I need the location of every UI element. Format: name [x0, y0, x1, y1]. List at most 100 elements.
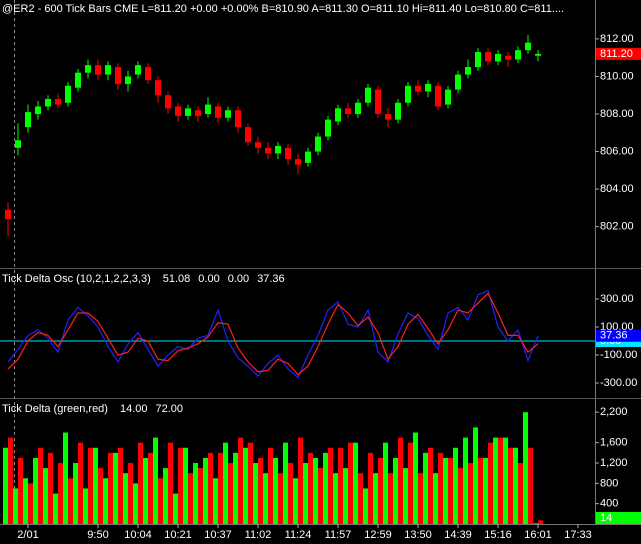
candle-body [405, 85, 411, 103]
y-tick-label: 1,200 [600, 457, 628, 469]
candle-body [365, 87, 371, 103]
volume-bar [423, 452, 428, 524]
volume-bar [268, 447, 273, 524]
volume-bar [518, 463, 523, 524]
volume-bar [498, 437, 503, 524]
candle-body [105, 65, 111, 75]
volume-bar [358, 473, 363, 524]
volume-bar [433, 473, 438, 524]
volume-bar [468, 463, 473, 524]
osc-line [7, 292, 539, 376]
volume-bar [178, 447, 183, 524]
volume-bar [153, 437, 158, 524]
volume-bar [223, 442, 228, 524]
candle-body [15, 140, 21, 148]
volume-bar [78, 442, 83, 524]
candle-body [305, 151, 311, 163]
volume-bar [418, 473, 423, 524]
volume-bar [313, 457, 318, 524]
volume-bar [23, 478, 28, 524]
volume-bar [188, 473, 193, 524]
panel-title: Tick Delta Osc (10,2,1,2,2,3,3) [2, 273, 151, 285]
candle-body [85, 65, 91, 73]
volume-bar [388, 473, 393, 524]
candle-body [255, 142, 261, 148]
volume-bar [13, 488, 18, 524]
volume-bar [378, 457, 383, 524]
candle-body [215, 106, 221, 118]
candle-body [195, 110, 201, 116]
candle-body [465, 67, 471, 75]
candle-body [415, 85, 421, 92]
volume-bar [383, 442, 388, 524]
volume-bar [58, 463, 63, 524]
volume-bar [373, 473, 378, 524]
x-tick-label: 9:50 [87, 529, 108, 541]
volume-bar [38, 447, 43, 524]
candle-body [335, 108, 341, 122]
y-tick-label: 804.00 [600, 183, 634, 195]
candle-body [175, 106, 181, 116]
volume-bar [503, 437, 508, 524]
volume-bar [448, 457, 453, 524]
volume-bar [238, 437, 243, 524]
x-tick-label: 11:02 [245, 529, 272, 541]
volume-bar [248, 442, 253, 524]
candle-body [295, 159, 301, 165]
volume-bar [133, 483, 138, 524]
volume-bar [318, 468, 323, 524]
volume-bar [348, 442, 353, 524]
y-tick-label: 400 [600, 498, 618, 510]
osc-line [7, 289, 539, 379]
x-tick-label: 12:59 [364, 529, 392, 541]
volume-bar [523, 412, 528, 524]
readout: 37.36 [257, 273, 285, 285]
volume-bar [283, 442, 288, 524]
y-tick-label: 808.00 [600, 108, 634, 120]
volume-bar [103, 478, 108, 524]
volume-bar [18, 457, 23, 524]
volume-bar [3, 447, 8, 524]
volume-bar [143, 457, 148, 524]
volume-bar [533, 523, 538, 524]
candle-body [535, 53, 541, 56]
volume-bar [413, 432, 418, 524]
candle-body [55, 98, 61, 105]
volume-bar [228, 463, 233, 524]
volume-bar [28, 483, 33, 524]
volume-bar [528, 447, 533, 524]
last-value-label: 37.36 [600, 330, 628, 342]
volume-bar [63, 432, 68, 524]
volume-bar [478, 457, 483, 524]
volume-bar [253, 463, 258, 524]
candle-body [145, 67, 151, 81]
volume-bar [393, 457, 398, 524]
candle-body [155, 80, 161, 96]
x-tick-label: 10:04 [124, 529, 152, 541]
volume-bar [158, 478, 163, 524]
candle-body [45, 98, 51, 107]
candle-body [125, 76, 131, 84]
readout: 14.00 [120, 403, 148, 415]
x-tick-label: 17:33 [564, 529, 592, 541]
candle-body [75, 72, 81, 88]
volume-bar [88, 447, 93, 524]
candle-body [355, 102, 361, 114]
candle-body [515, 50, 521, 60]
x-tick-label: 15:16 [484, 529, 512, 541]
candle-body [225, 110, 231, 118]
volume-bar [203, 457, 208, 524]
volume-bar [273, 457, 278, 524]
volume-bar [73, 463, 78, 524]
volume-bar [8, 437, 13, 524]
volume-bar [473, 427, 478, 524]
candle-body [495, 53, 501, 62]
volume-bar [168, 442, 173, 524]
x-tick-label: 11:57 [325, 529, 352, 541]
candle-body [35, 106, 41, 114]
volume-bar [308, 452, 313, 524]
x-tick-label: 13:50 [404, 529, 432, 541]
volume-bar [83, 488, 88, 524]
